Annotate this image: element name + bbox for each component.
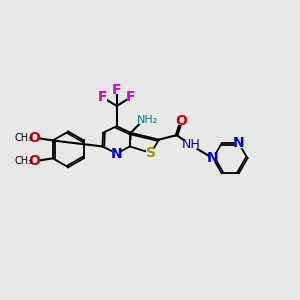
FancyBboxPatch shape — [177, 117, 186, 125]
FancyBboxPatch shape — [112, 149, 121, 158]
FancyBboxPatch shape — [30, 157, 39, 166]
Text: O: O — [28, 130, 40, 145]
FancyBboxPatch shape — [30, 134, 39, 142]
Text: N: N — [233, 136, 245, 150]
Text: NH: NH — [181, 138, 200, 151]
FancyBboxPatch shape — [15, 134, 31, 142]
Text: CH₃: CH₃ — [14, 133, 32, 142]
Text: F: F — [98, 90, 107, 104]
FancyBboxPatch shape — [98, 93, 107, 101]
Text: F: F — [112, 83, 122, 97]
FancyBboxPatch shape — [112, 85, 121, 94]
Text: O: O — [175, 114, 187, 128]
FancyBboxPatch shape — [208, 154, 217, 163]
Text: F: F — [126, 90, 136, 104]
FancyBboxPatch shape — [146, 149, 155, 157]
FancyBboxPatch shape — [127, 93, 135, 101]
FancyBboxPatch shape — [184, 140, 197, 149]
Text: S: S — [146, 146, 156, 160]
FancyBboxPatch shape — [15, 157, 31, 166]
Text: NH₂: NH₂ — [136, 115, 158, 125]
Text: N: N — [207, 151, 219, 165]
FancyBboxPatch shape — [139, 116, 155, 124]
Text: CH₃: CH₃ — [14, 156, 32, 166]
FancyBboxPatch shape — [234, 139, 243, 148]
Text: O: O — [28, 154, 40, 168]
Text: N: N — [111, 147, 122, 160]
